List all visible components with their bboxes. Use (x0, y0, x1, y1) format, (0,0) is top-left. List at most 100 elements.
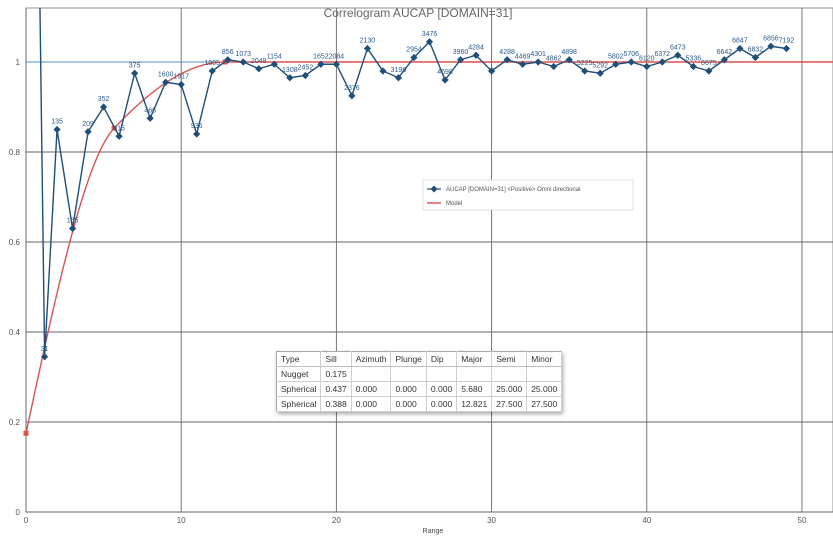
data-label: 1917 (173, 74, 189, 81)
table-cell (426, 367, 456, 382)
x-tick-label: 50 (798, 516, 807, 525)
data-label: 3196 (391, 67, 407, 74)
data-point-diamond (597, 70, 604, 77)
table-cell: 0.000 (391, 382, 426, 397)
x-axis-title: Range (423, 528, 444, 535)
table-cell (457, 367, 492, 382)
table-row: Spherical 0.437 0.000 0.000 0.000 5.680 … (277, 382, 562, 397)
data-label: 2048 (251, 58, 267, 65)
data-label: 5802 (608, 53, 624, 60)
table-cell: 12.821 (457, 397, 492, 412)
series-line (45, 42, 787, 357)
model-nugget-marker (24, 431, 29, 436)
variogram-model-table: Type Sill Azimuth Plunge Dip Major Semi … (276, 351, 562, 412)
data-label: 1154 (267, 53, 282, 60)
table-cell: Nugget (277, 367, 321, 382)
table-cell (391, 367, 426, 382)
legend-series-label: AUCAP [DOMAIN=31] <Positive> Omni direct… (446, 187, 580, 193)
data-label: 6856 (763, 35, 779, 42)
series-layer (40, 8, 790, 360)
x-tick-label: 40 (642, 516, 651, 525)
data-point-diamond (53, 126, 60, 133)
table-header: Dip (426, 352, 456, 367)
legend-model-label: Model (446, 201, 462, 207)
data-label: 2376 (344, 85, 360, 92)
data-label: 352 (98, 96, 110, 103)
table-cell (527, 367, 562, 382)
data-label: 2452 (298, 65, 314, 72)
data-label: 3960 (453, 49, 469, 56)
data-point-diamond (240, 58, 247, 65)
data-label: 6847 (732, 38, 748, 45)
table-cell: 25.000 (492, 382, 527, 397)
data-label: 1308 (282, 67, 298, 74)
data-label: 4898 (561, 49, 577, 56)
data-label: 2130 (360, 38, 376, 45)
data-label: 1005 (204, 60, 220, 67)
data-point-diamond (131, 70, 138, 77)
data-label: 856 (222, 49, 234, 56)
x-tick-label: 30 (487, 516, 496, 525)
data-label: 5292 (592, 62, 608, 69)
data-label: 6372 (654, 51, 670, 58)
data-point-diamond (659, 58, 666, 65)
data-point-diamond (348, 92, 355, 99)
table-cell: 5.680 (457, 382, 492, 397)
data-point-diamond (535, 58, 542, 65)
grid-layer (26, 8, 833, 512)
table-cell: 0.000 (391, 397, 426, 412)
data-label: 375 (129, 62, 141, 69)
data-point-diamond (116, 133, 123, 140)
x-tick-label: 20 (332, 516, 341, 525)
table-header: Azimuth (351, 352, 391, 367)
series-line-start-segment (40, 8, 45, 357)
table-cell: Spherical (277, 397, 321, 412)
table-header: Type (277, 352, 321, 367)
data-label: 31 (41, 346, 49, 353)
x-tick-label: 10 (177, 516, 186, 525)
table-cell: 0.175 (321, 367, 351, 382)
data-label: 6120 (639, 56, 655, 63)
data-label: 4698 (437, 69, 453, 76)
data-point-diamond (193, 130, 200, 137)
data-label: 5225 (577, 60, 593, 67)
data-point-diamond (255, 65, 262, 72)
table-cell: 0.000 (426, 397, 456, 412)
table-cell (351, 367, 391, 382)
data-point-diamond (628, 58, 635, 65)
data-label: 3476 (422, 31, 438, 38)
plot-frame (26, 8, 833, 512)
table-header-row: Type Sill Azimuth Plunge Dip Major Semi … (277, 352, 562, 367)
y-tick-label: 0.2 (9, 418, 21, 427)
table-header: Major (457, 352, 492, 367)
data-point-diamond (84, 128, 91, 135)
table-cell: 0.000 (351, 382, 391, 397)
legend: AUCAP [DOMAIN=31] <Positive> Omni direct… (423, 180, 633, 210)
table-cell: 0.000 (426, 382, 456, 397)
data-label: 6473 (670, 44, 686, 51)
data-label: 4288 (499, 49, 515, 56)
x-tick-label: 0 (24, 516, 29, 525)
data-label: 466 (144, 107, 156, 114)
data-label: 1073 (235, 51, 251, 58)
data-label: 165 (67, 218, 79, 225)
y-tick-label: 0.4 (9, 328, 21, 337)
data-label: 4284 (468, 44, 484, 51)
data-label: 5336 (686, 56, 702, 63)
table-header: Plunge (391, 352, 426, 367)
data-label: 6642 (717, 49, 733, 56)
table-header: Minor (527, 352, 562, 367)
data-label: 209 (82, 121, 94, 128)
table-cell (492, 367, 527, 382)
table-cell: Spherical (277, 382, 321, 397)
table-row: Nugget 0.175 (277, 367, 562, 382)
y-tick-label: 0.6 (9, 238, 21, 247)
table-cell: 25.000 (527, 382, 562, 397)
data-label: 6675 (701, 60, 717, 67)
data-label: 135 (51, 119, 63, 126)
data-point-diamond (69, 225, 76, 232)
table-cell: 0.000 (351, 397, 391, 412)
